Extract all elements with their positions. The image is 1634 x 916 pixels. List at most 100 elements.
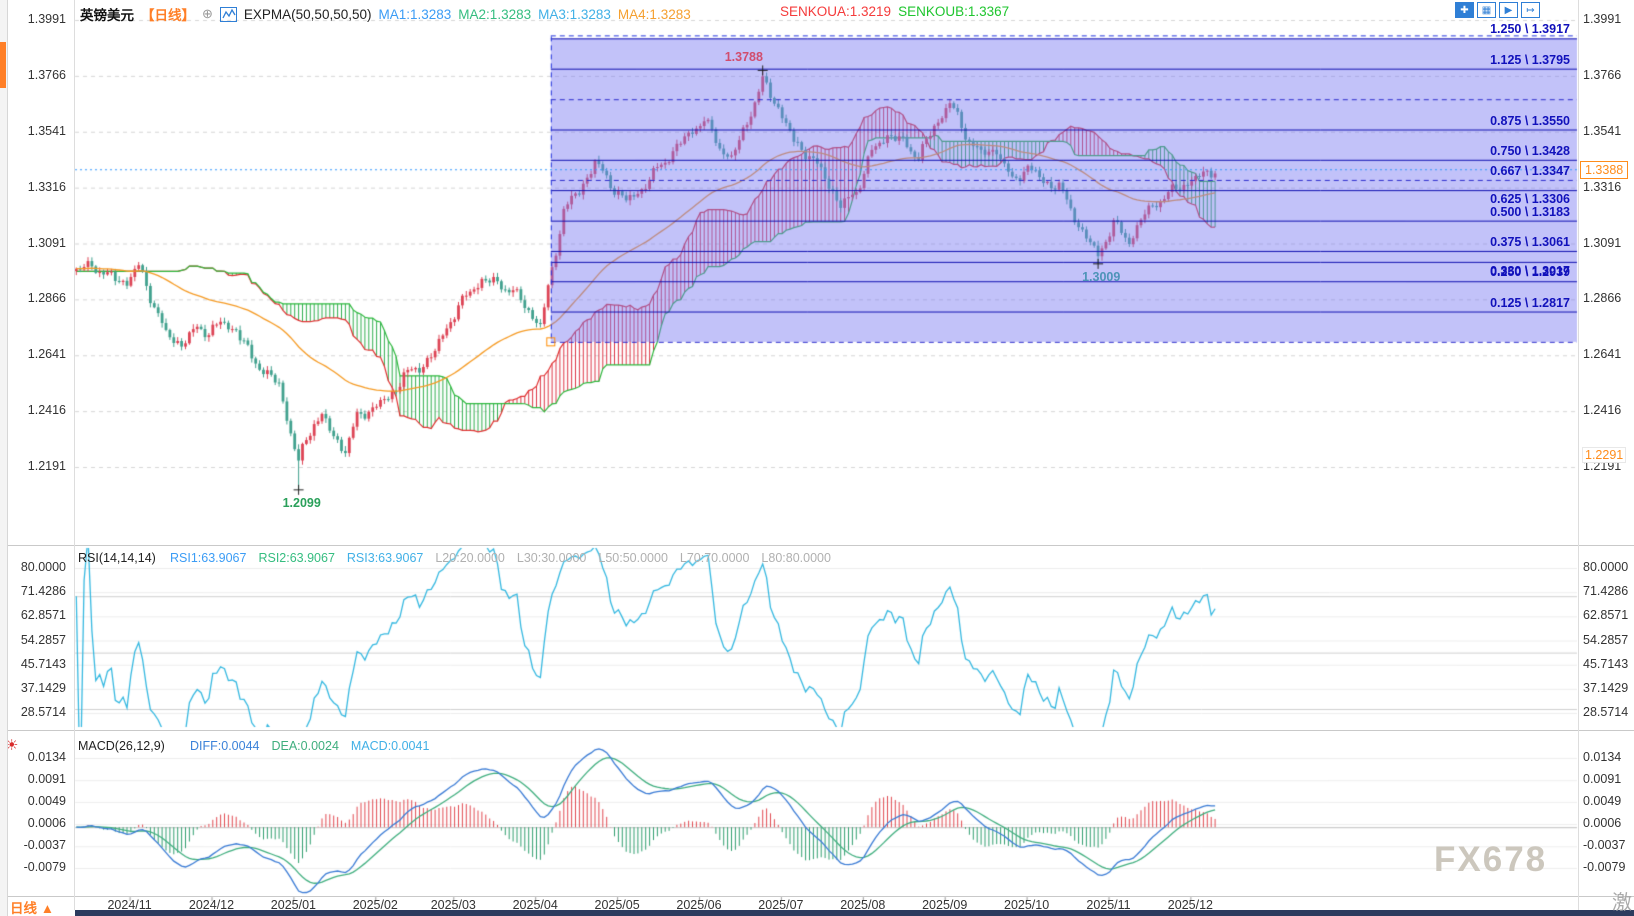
macd-axis-label-left: 0.0134 (27, 749, 66, 764)
footer-up-arrow-icon[interactable]: ▲ (40, 901, 55, 916)
macd-axis-label-left: 0.0006 (27, 816, 66, 831)
rsi-axis-label-left: 28.5714 (20, 705, 66, 720)
indicator-label: EXPMA(50,50,50,50) (243, 6, 372, 22)
ma2-legend: MA2:1.3283 (458, 6, 532, 22)
xaxis-month-label: 2025/08 (840, 898, 886, 912)
fib-level-label: 1.125 \ 1.3795 (1490, 52, 1570, 67)
main-axis-label-left: 1.2866 (27, 291, 66, 306)
macd-axis-label-left: -0.0079 (23, 859, 66, 874)
main-axis-label-right: 1.3766 (1583, 67, 1622, 82)
rsi-axis-label-left: 71.4286 (20, 584, 66, 599)
xaxis-month-label: 2025/01 (270, 898, 316, 912)
macd-axis-label-right: 0.0134 (1583, 749, 1622, 764)
rsi-legend-item: L20:20.0000 (435, 551, 505, 565)
rsi-axis-label-left: 45.7143 (20, 656, 66, 671)
add-indicator-icon[interactable]: ⊕ (202, 6, 213, 21)
fib-level-label: 0.375 \ 1.3061 (1490, 234, 1570, 249)
xaxis-month-label: 2025/09 (922, 898, 968, 912)
macd-axis-label-left: -0.0037 (23, 838, 66, 853)
macd-axis-label-right: -0.0037 (1583, 838, 1626, 853)
pane-separator-main-rsi (0, 545, 1634, 546)
xaxis-month-label: 2025/06 (676, 898, 722, 912)
main-axis-label-right: 1.2866 (1583, 291, 1622, 306)
main-axis-label-left: 1.2641 (27, 347, 66, 362)
macd-legend-item: MACD:0.0041 (350, 739, 430, 753)
fib-level-label: 0.125 \ 1.2817 (1490, 295, 1570, 310)
zoom-tool-icon[interactable]: ▶ (1499, 2, 1518, 18)
macd-axis-label-right: -0.0079 (1583, 859, 1626, 874)
rsi-axis-label-left: 54.2857 (20, 632, 66, 647)
detach-pane-icon[interactable]: ↦ (1521, 2, 1540, 18)
xaxis-month-label: 2025/12 (1167, 898, 1213, 912)
right-axis-border (1578, 0, 1579, 910)
main-axis-label-left: 1.2191 (27, 459, 66, 473)
settings-sun-icon[interactable]: ☀ (5, 737, 19, 754)
fib-level-label: 0.500 \ 1.3183 (1490, 204, 1570, 219)
rsi-axis-label-right: 71.4286 (1583, 584, 1629, 599)
fib-level-label: 0.625 \ 1.3306 (1490, 192, 1570, 207)
main-axis-label-right: 1.3091 (1583, 235, 1622, 250)
rsi-axis-label-left: 62.8571 (20, 608, 66, 623)
chart-type-icon[interactable] (219, 6, 237, 22)
macd-legend-item: DEA:0.0024 (271, 739, 339, 753)
rsi-legend-item: RSI3:63.9067 (346, 551, 424, 565)
main-axis-label-right: 1.2641 (1583, 347, 1622, 362)
xaxis-month-label: 2024/12 (188, 898, 235, 912)
xaxis-month-label: 2024/11 (107, 898, 152, 912)
macd-legend-item: DIFF:0.0044 (190, 739, 260, 753)
rsi-axis-label-right: 28.5714 (1583, 705, 1629, 720)
main-axis-label-left: 1.3316 (27, 179, 66, 194)
rsi-legend-item: L80:80.0000 (761, 551, 831, 565)
move-tool-icon[interactable]: ✚ (1455, 2, 1474, 18)
main-axis-label-right: 1.3991 (1583, 12, 1622, 26)
xaxis-month-label: 2025/07 (758, 898, 804, 912)
main-axis-label-left: 1.2416 (27, 403, 66, 418)
macd-axis-label-right: 0.0006 (1583, 816, 1622, 831)
fib-level-label: 1.250 \ 1.3917 (1490, 22, 1570, 37)
xaxis-month-label: 2025/11 (1086, 898, 1131, 912)
fib-level-label: 0.330 \ 1.3017 (1490, 263, 1570, 278)
xaxis-month-label: 2025/03 (430, 898, 476, 912)
rsi-axis-label-right: 54.2857 (1583, 632, 1629, 647)
macd-indicator-name: MACD(26,12,9) (78, 739, 165, 753)
price-annotation: 1.2099 (282, 495, 321, 510)
main-axis-label-right: 1.2416 (1583, 403, 1622, 418)
corner-character: 激 (1612, 892, 1632, 914)
main-axis-label-left: 1.3091 (27, 235, 66, 250)
footer-period-label[interactable]: 日线 (10, 901, 37, 916)
rsi-legend-item: RSI1:63.9067 (170, 551, 247, 565)
main-axis-label-left: 1.3541 (27, 123, 66, 138)
rsi-axis-label-right: 80.0000 (1583, 560, 1629, 574)
watermark: FX678 (1434, 840, 1548, 879)
rsi-axis-label-left: 80.0000 (20, 560, 66, 574)
main-axis-label-left: 1.3991 (27, 12, 66, 26)
macd-axis-label-left: 0.0049 (27, 793, 66, 808)
rsi-legend-item: RSI2:63.9067 (258, 551, 335, 565)
senkoua-legend: SENKOUA:1.3219 (780, 4, 892, 19)
rsi-axis-label-right: 45.7143 (1583, 656, 1629, 671)
rsi-legend-item: L70:70.0000 (679, 551, 750, 565)
macd-axis-label-left: 0.0091 (27, 772, 66, 787)
pane-separator-rsi-macd (0, 730, 1634, 731)
rsi-legend-item: L30:30.0000 (516, 551, 587, 565)
price-annotation: 1.3009 (1082, 269, 1121, 284)
ma1-legend: MA1:1.3283 (378, 6, 452, 22)
bottom-scrollbar[interactable] (75, 910, 1634, 916)
fib-level-label: 0.667 \ 1.3347 (1490, 163, 1570, 178)
xaxis-month-label: 2025/05 (594, 898, 640, 912)
current-price-badge: 1.3388 (1580, 161, 1629, 179)
yaxis-scale-icon[interactable]: ▦ (1477, 2, 1496, 18)
orange-level-label: 1.2291 (1582, 447, 1627, 463)
period-tag: 【日线】 (141, 8, 195, 23)
pane-separator-macd-axis (0, 896, 1634, 897)
ma4-legend: MA4:1.3283 (617, 6, 691, 22)
left-axis-border (74, 0, 75, 910)
main-axis-label-left: 1.3766 (27, 67, 66, 82)
left-dock-strip[interactable] (0, 0, 8, 916)
rsi-indicator-name: RSI(14,14,14) (78, 551, 156, 565)
xaxis-month-label: 2025/04 (512, 898, 558, 912)
fib-level-label: 0.250 \ 1.2939 (1490, 265, 1570, 280)
fib-level-label: 0.750 \ 1.3428 (1490, 143, 1570, 158)
